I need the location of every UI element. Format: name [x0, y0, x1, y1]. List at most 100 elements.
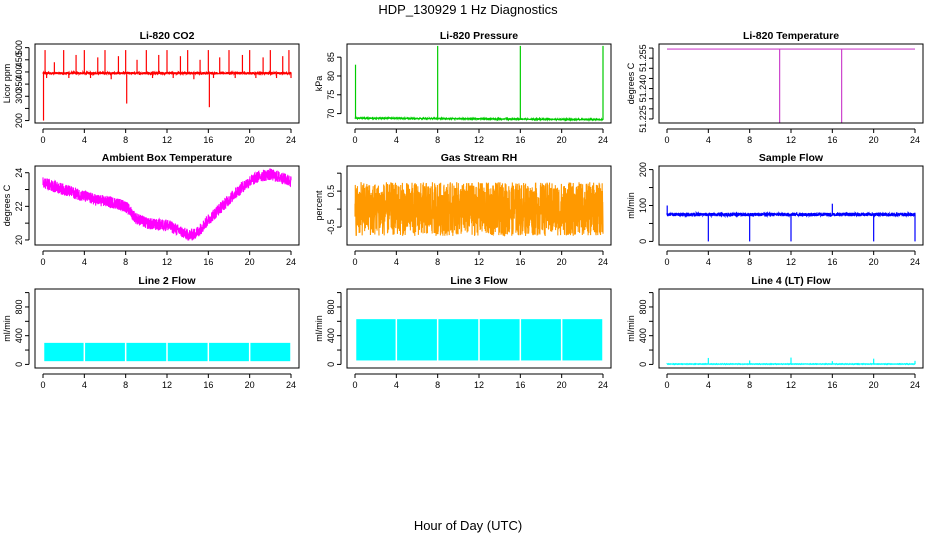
y-tick-label: 0: [14, 362, 24, 367]
x-tick-label: 12: [474, 380, 484, 390]
y-axis-label: ml/min: [626, 192, 636, 219]
panel-6: Sample Flow 0 4 8 12 16 20 24 0 100 200 ml/min: [626, 152, 924, 267]
x-tick-label: 24: [910, 380, 920, 390]
x-tick-label: 16: [515, 257, 525, 267]
x-tick-label: 20: [869, 257, 879, 267]
plot-frame: [34, 43, 300, 124]
panel-title: Line 2 Flow: [138, 275, 196, 287]
y-tick-label: 85: [326, 52, 336, 62]
data-series: [42, 50, 292, 121]
x-tick-label: 8: [123, 380, 128, 390]
x-tick-label: 20: [557, 380, 567, 390]
x-tick-label: 0: [352, 380, 357, 390]
data-series: [667, 48, 915, 123]
page-title: HDP_130929 1 Hz Diagnostics: [378, 2, 558, 17]
series-line: [42, 168, 292, 241]
y-tick-label: 75: [326, 90, 336, 100]
y-tick-label: 200: [14, 113, 24, 128]
y-tick-label: 200: [638, 162, 648, 177]
y-tick-label: 0: [326, 362, 336, 367]
x-tick-label: 0: [40, 380, 45, 390]
x-tick-label: 20: [869, 135, 879, 145]
data-series: [42, 168, 292, 241]
x-tick-label: 16: [203, 257, 213, 267]
y-tick-label: 24: [14, 168, 24, 178]
x-tick-label: 0: [664, 257, 669, 267]
y-tick-label: 51.240: [638, 75, 648, 103]
x-tick-label: 24: [598, 135, 608, 145]
x-tick-label: 8: [123, 257, 128, 267]
x-axis-title: Hour of Day (UTC): [413, 518, 523, 533]
plot-frame: [658, 43, 924, 124]
y-tick-label: 400: [326, 328, 336, 343]
panel-title: Line 3 Flow: [450, 275, 508, 287]
y-axis-label: ml/min: [2, 315, 12, 342]
panel-title: Li-820 CO2: [140, 30, 195, 42]
x-tick-label: 12: [474, 257, 484, 267]
x-tick-label: 20: [245, 257, 255, 267]
y-tick-label: 80: [326, 71, 336, 81]
x-tick-label: 12: [786, 257, 796, 267]
x-tick-label: 4: [394, 380, 399, 390]
y-tick-label: 350: [14, 77, 24, 92]
y-tick-label: 0: [638, 239, 648, 244]
x-tick-label: 24: [286, 257, 296, 267]
y-tick-label: 400: [638, 328, 648, 343]
x-tick-label: 4: [706, 135, 711, 145]
x-tick-label: 12: [162, 135, 172, 145]
plot-frame: [34, 288, 300, 369]
x-tick-label: 8: [435, 257, 440, 267]
panel-title: Ambient Box Temperature: [102, 152, 233, 164]
x-tick-label: 16: [203, 380, 213, 390]
x-tick-label: 16: [515, 380, 525, 390]
x-tick-label: 12: [786, 135, 796, 145]
x-tick-label: 16: [827, 380, 837, 390]
y-axis-label: Licor ppm: [2, 64, 12, 104]
x-tick-label: 0: [664, 380, 669, 390]
x-tick-label: 24: [598, 380, 608, 390]
x-tick-label: 4: [394, 257, 399, 267]
data-series: [354, 318, 604, 362]
plot-frame: [346, 43, 612, 124]
x-tick-label: 12: [474, 135, 484, 145]
y-tick-label: 70: [326, 109, 336, 119]
y-tick-label: 0.5: [326, 185, 336, 198]
y-axis-label: degrees C: [2, 184, 12, 226]
x-tick-label: 4: [394, 135, 399, 145]
x-tick-label: 4: [706, 380, 711, 390]
data-series: [354, 182, 604, 237]
series-line: [354, 115, 604, 122]
x-tick-label: 4: [82, 257, 87, 267]
plot-frame: [346, 288, 612, 369]
series-line: [354, 182, 604, 237]
x-tick-label: 20: [557, 257, 567, 267]
panel-title: Li-820 Temperature: [743, 30, 839, 42]
y-axis-label: ml/min: [314, 315, 324, 342]
y-tick-label: 0: [638, 362, 648, 367]
x-tick-label: 12: [162, 380, 172, 390]
panel-title: Li-820 Pressure: [440, 30, 518, 42]
x-tick-label: 20: [557, 135, 567, 145]
x-tick-label: 8: [747, 257, 752, 267]
x-tick-label: 24: [286, 135, 296, 145]
x-tick-label: 0: [40, 257, 45, 267]
data-series: [666, 203, 916, 242]
plot-frame: [658, 288, 924, 369]
x-tick-label: 20: [245, 380, 255, 390]
x-tick-label: 8: [747, 380, 752, 390]
data-series: [42, 341, 292, 363]
x-tick-label: 4: [82, 135, 87, 145]
panel-3: Li-820 Temperature 0 4 8 12 16 20 24 51.225 51.24…: [626, 30, 924, 145]
x-tick-label: 8: [435, 380, 440, 390]
y-tick-label: 450: [14, 52, 24, 67]
y-axis-label: ml/min: [626, 315, 636, 342]
x-tick-label: 0: [352, 135, 357, 145]
panel-4: Ambient Box Temperature 0 4 8 12 16 20 24 20 22 24…: [2, 152, 300, 267]
x-tick-label: 8: [747, 135, 752, 145]
x-tick-label: 16: [827, 257, 837, 267]
y-tick-label: 500: [14, 40, 24, 55]
